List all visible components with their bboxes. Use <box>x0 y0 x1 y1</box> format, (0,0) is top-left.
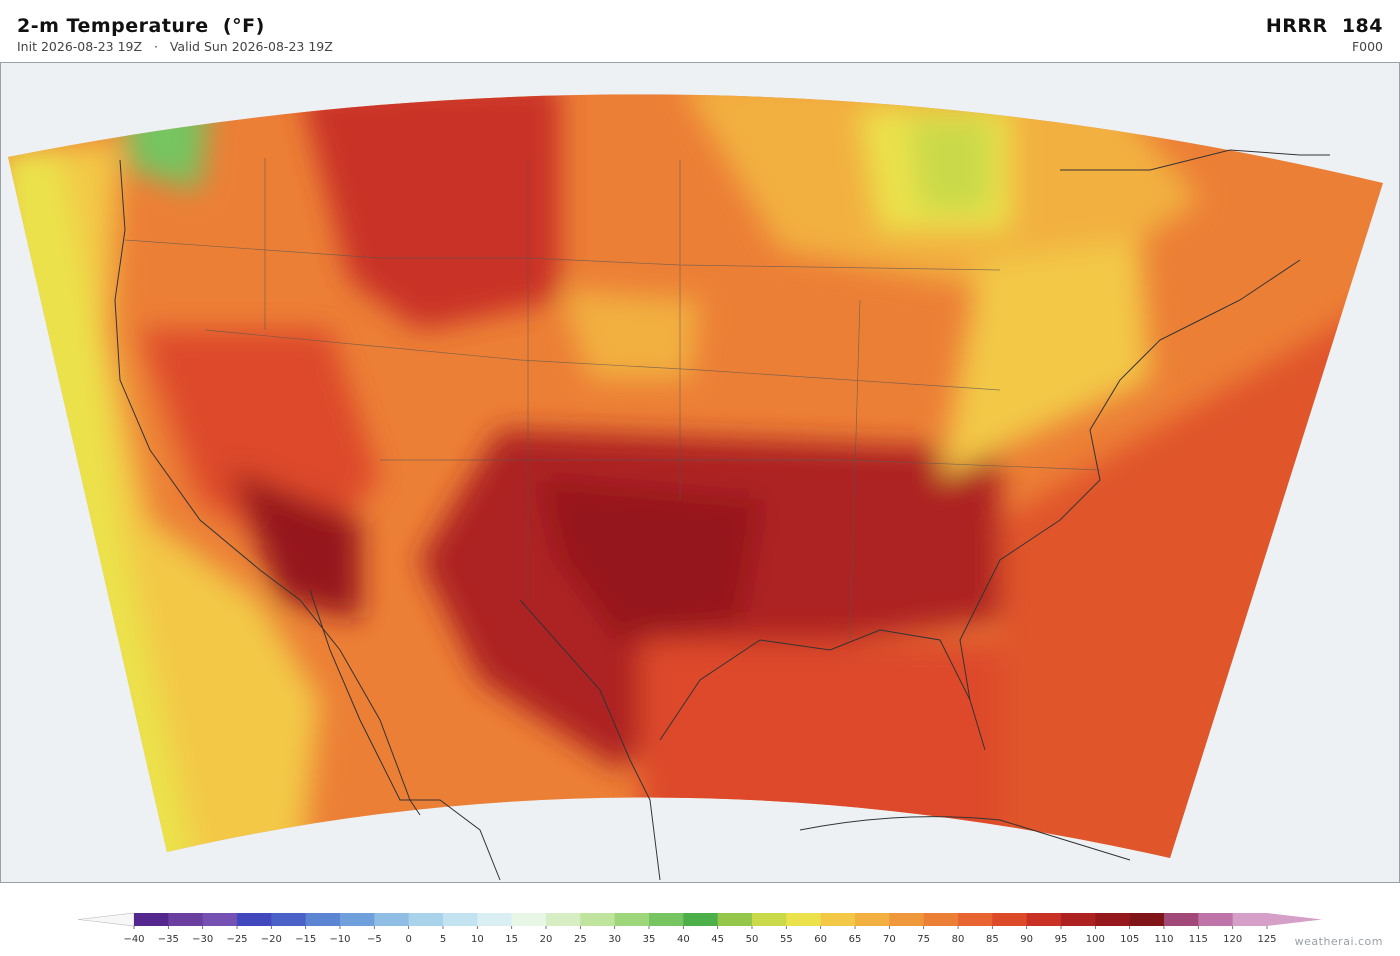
map <box>0 62 1400 883</box>
colorbar-tick-label: 115 <box>1189 934 1208 945</box>
colorbar-tick-label: 75 <box>917 934 930 945</box>
colorbar-bin <box>477 913 513 926</box>
colorbar-bin <box>305 913 341 926</box>
colorbar: −40 −35 −30 −25 −20 −15 −10 −5 0 5 10 15 20 25 30 35 40 4… <box>77 912 1322 945</box>
colorbar-tick-label: 90 <box>1020 934 1033 945</box>
colorbar-bin <box>649 913 684 926</box>
colorbar-tick-label: 110 <box>1154 934 1173 945</box>
colorbar-tick-label: 15 <box>505 934 518 945</box>
colorbar-bin <box>134 913 169 926</box>
colorbar-bin <box>1164 913 1199 926</box>
colorbar-tick-label: −30 <box>192 934 213 945</box>
model-run: HRRR 184 <box>1265 15 1383 37</box>
colorbar-bin <box>237 913 272 926</box>
colorbar-tick-label: 65 <box>849 934 862 945</box>
colorbar-bin <box>1061 913 1096 926</box>
colorbar-bin <box>820 913 856 926</box>
colorbar-tick-label: 70 <box>883 934 896 945</box>
forecast-hour: F000 <box>1351 39 1383 54</box>
colorbar-bin <box>958 913 993 926</box>
colorbar-tick-label: 55 <box>780 934 793 945</box>
colorbar-bin <box>408 913 444 926</box>
colorbar-bin <box>855 913 890 926</box>
colorbar-tick-label: 25 <box>574 934 587 945</box>
colorbar-tick-label: −10 <box>329 934 350 945</box>
colorbar-tick-label: 120 <box>1223 934 1242 945</box>
colorbar-tick-label: 5 <box>440 934 446 945</box>
colorbar-bin <box>752 913 787 926</box>
colorbar-tick-label: 35 <box>643 934 656 945</box>
colorbar-bin <box>168 913 204 926</box>
colorbar-bin <box>1129 913 1165 926</box>
colorbar-tick-label: 100 <box>1086 934 1105 945</box>
colorbar-bin <box>614 913 650 926</box>
colorbar-bin <box>271 913 307 926</box>
colorbar-tick-label: 105 <box>1120 934 1139 945</box>
colorbar-bin <box>1198 913 1234 926</box>
colorbar-tick-label: 80 <box>952 934 965 945</box>
colorbar-tick-label: 95 <box>1055 934 1068 945</box>
colorbar-bin <box>923 913 959 926</box>
colorbar-tick-label: 125 <box>1257 934 1276 945</box>
coastlines <box>114 149 1330 881</box>
state-borders <box>124 158 1101 641</box>
colorbar-bin <box>717 913 753 926</box>
colorbar-bin <box>683 913 719 926</box>
colorbar-tick-label: −15 <box>295 934 316 945</box>
colorbar-tick-label: 45 <box>711 934 724 945</box>
colorbar-tick-label: −25 <box>226 934 247 945</box>
colorbar-tick-label: −40 <box>123 934 144 945</box>
colorbar-bin <box>340 913 375 926</box>
colorbar-tick-label: 50 <box>746 934 759 945</box>
colorbar-bin <box>889 913 925 926</box>
colorbar-tick-label: −5 <box>367 934 382 945</box>
colorbar-tick-label: −20 <box>261 934 282 945</box>
colorbar-bin <box>992 913 1028 926</box>
colorbar-bin <box>786 913 822 926</box>
subtitle: Init 2026-08-23 19Z · Valid Sun 2026-08-… <box>17 39 333 54</box>
colorbar-bin <box>1232 913 1268 926</box>
temperature-field <box>8 94 1383 859</box>
colorbar-bin <box>374 913 410 926</box>
colorbar-under <box>77 912 135 927</box>
colorbar-bin <box>580 913 616 926</box>
colorbar-over <box>1267 913 1322 926</box>
colorbar-tick-label: 40 <box>677 934 690 945</box>
colorbar-bin <box>1026 913 1062 926</box>
colorbar-tick-label: 30 <box>608 934 621 945</box>
colorbar-bin <box>443 913 478 926</box>
colorbar-tick-label: 60 <box>814 934 827 945</box>
colorbar-tick-label: 0 <box>405 934 411 945</box>
colorbar-tick-label: 20 <box>540 934 553 945</box>
colorbar-tick-label: 85 <box>986 934 999 945</box>
colorbar-tick-label: −35 <box>158 934 179 945</box>
title: 2-m Temperature (°F) <box>17 15 265 37</box>
colorbar-bin <box>511 913 547 926</box>
watermark: weatherai.com <box>1294 935 1383 948</box>
colorbar-bin <box>202 913 238 926</box>
colorbar-bin <box>1095 913 1131 926</box>
colorbar-tick-label: 10 <box>471 934 484 945</box>
colorbar-bin <box>546 913 581 926</box>
